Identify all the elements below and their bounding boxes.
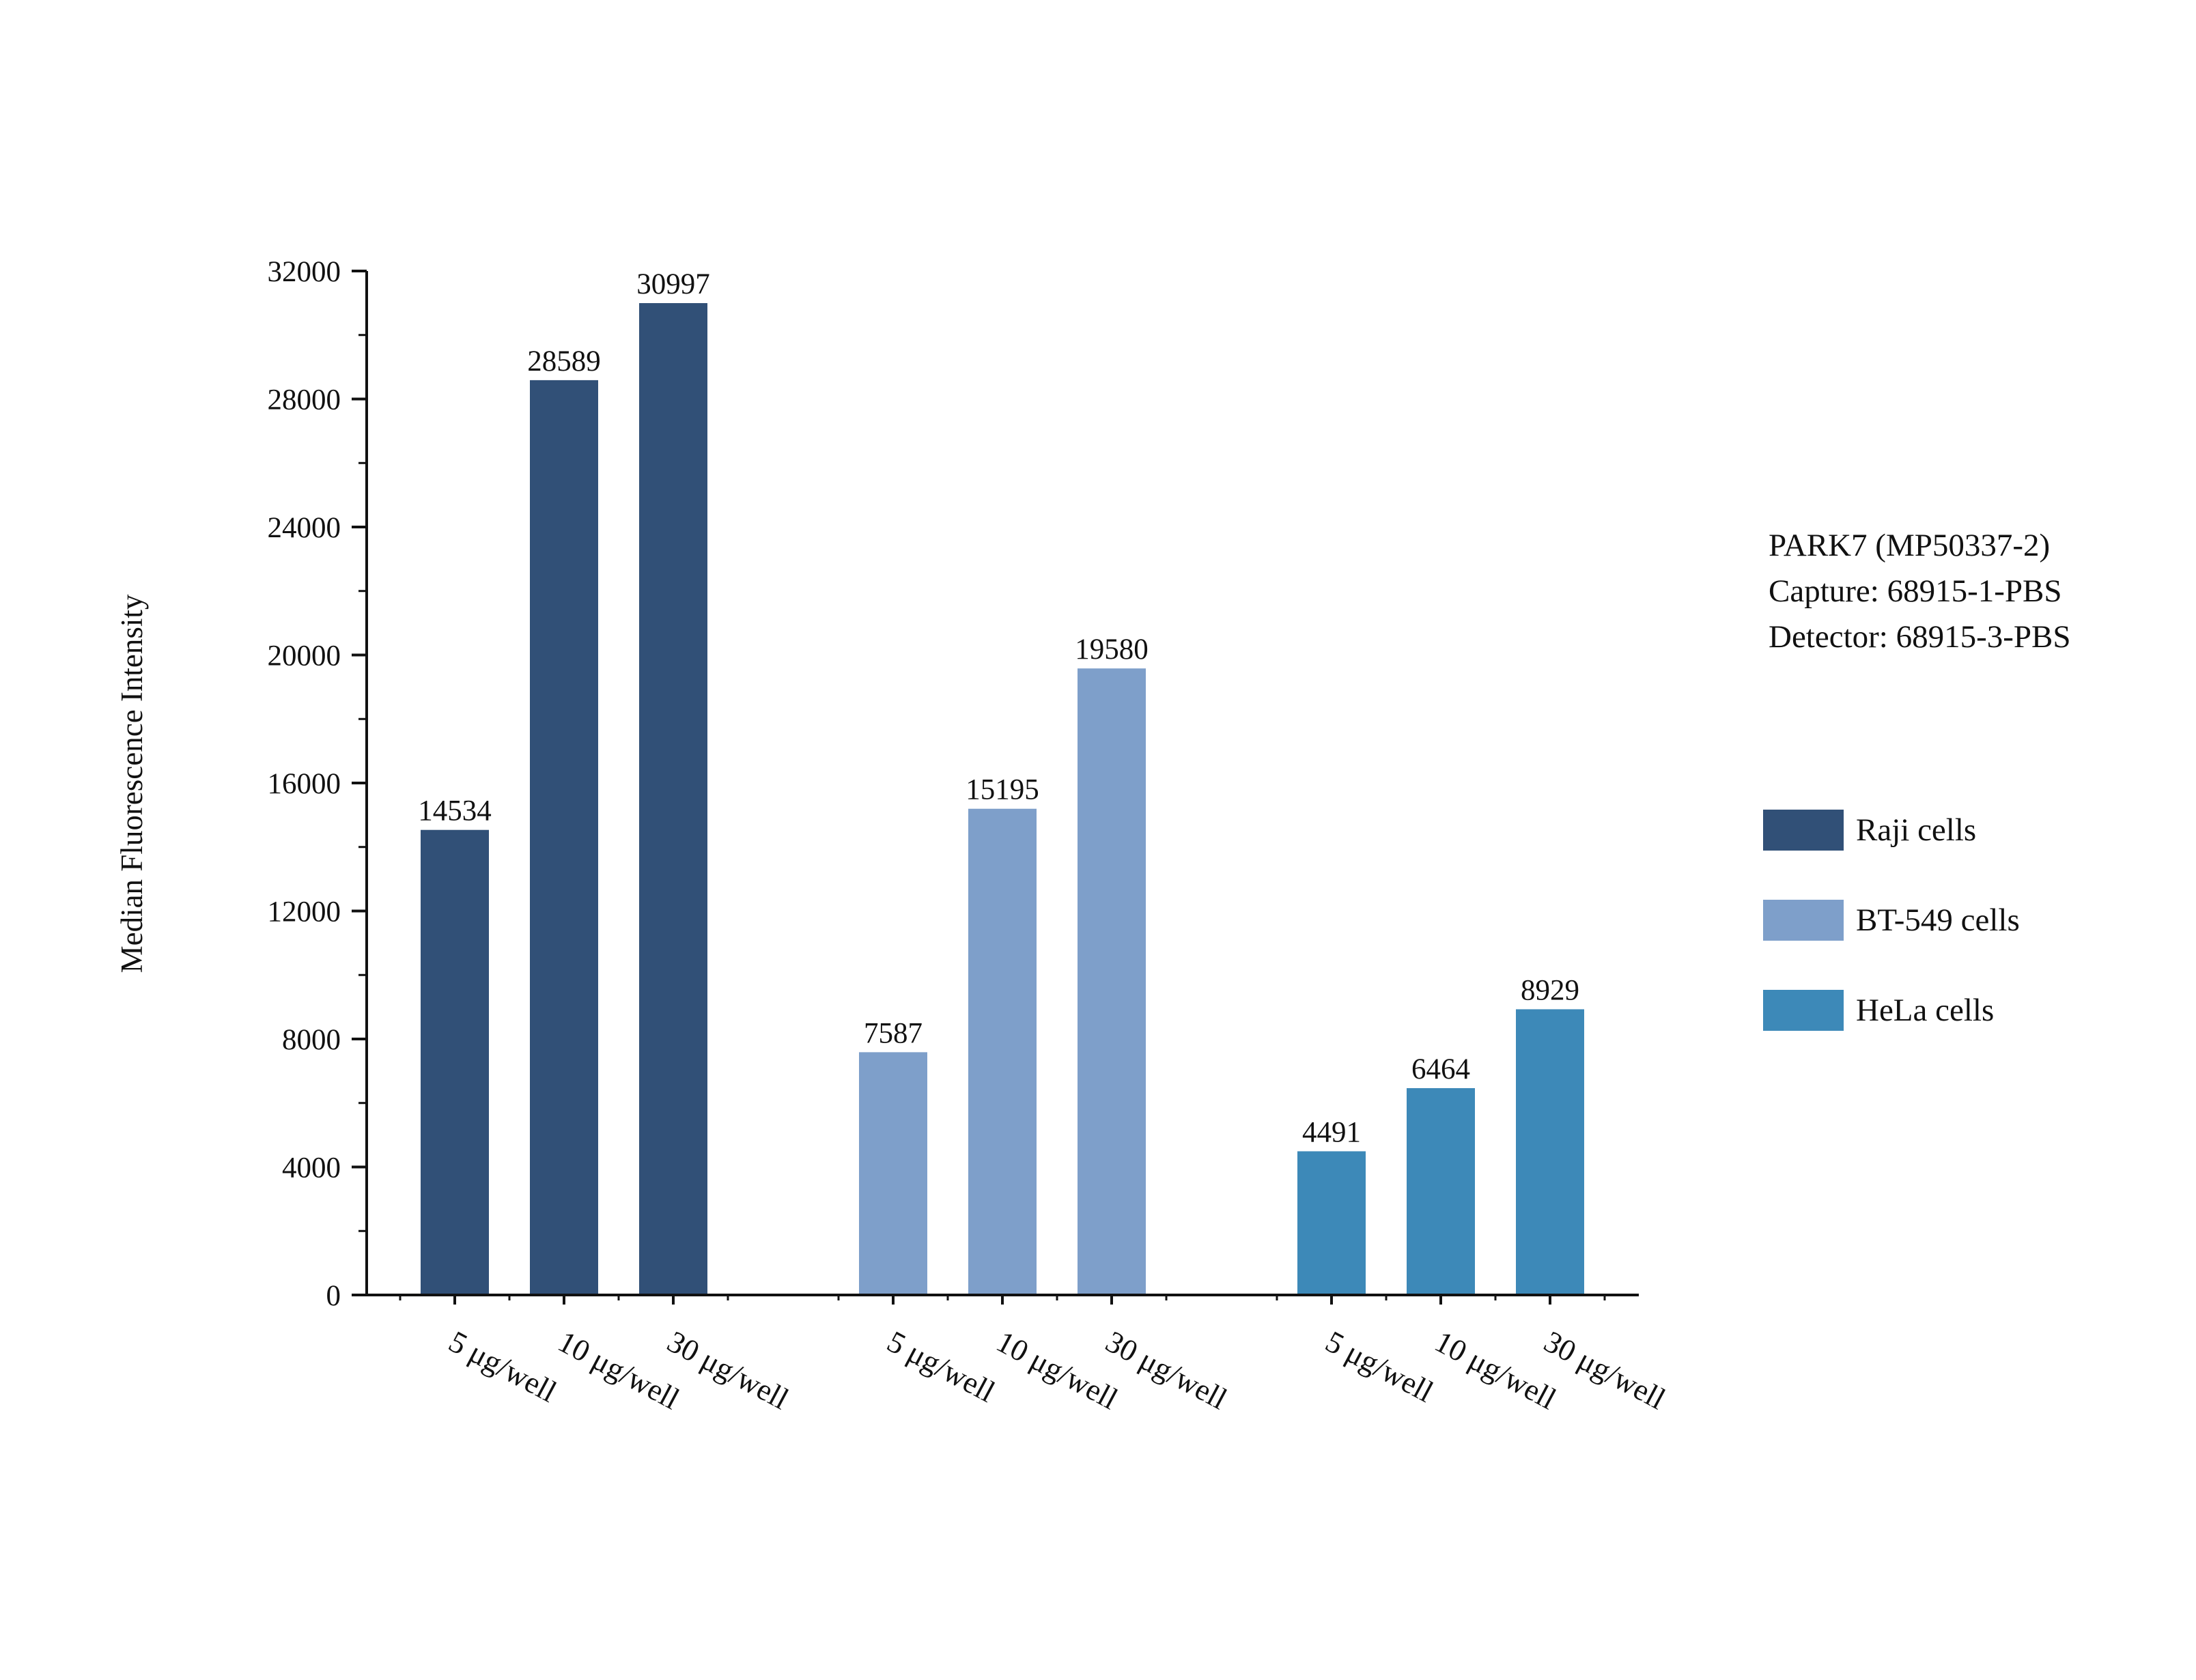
legend-swatch <box>1763 810 1844 851</box>
bar <box>968 808 1037 1295</box>
chart-annotation: PARK7 (MP50337-2) Capture: 68915-1-PBS D… <box>1769 528 2071 655</box>
data-label: 19580 <box>1075 633 1149 666</box>
data-label: 15195 <box>966 774 1039 806</box>
legend-label: HeLa cells <box>1856 993 1994 1028</box>
annotation-line-antibody: PARK7 (MP50337-2) <box>1769 528 2050 563</box>
data-label: 30997 <box>636 268 710 300</box>
bar <box>421 829 489 1295</box>
data-label: 14534 <box>418 795 492 827</box>
y-tick-label: 12000 <box>268 896 341 928</box>
y-tick-label: 8000 <box>282 1024 341 1056</box>
legend-label: Raji cells <box>1856 812 1976 848</box>
bar <box>859 1052 927 1295</box>
x-tick-label: 10 μg/well <box>1429 1324 1562 1416</box>
data-label: 7587 <box>864 1017 923 1049</box>
y-tick-label: 28000 <box>268 384 341 416</box>
data-label: 28589 <box>527 345 601 378</box>
y-tick-label: 20000 <box>268 640 341 672</box>
legend-label: BT-549 cells <box>1856 902 2020 938</box>
annotation-line-capture: Capture: 68915-1-PBS <box>1769 573 2062 609</box>
legend-swatch <box>1763 990 1844 1031</box>
bar <box>1407 1088 1475 1295</box>
plot-area: 14534 28589 30997 7587 15195 19580 4491 6464 892… <box>418 268 1584 1295</box>
legend: Raji cells BT-549 cells HeLa cells <box>1763 810 2020 1031</box>
x-tick-label: 10 μg/well <box>552 1324 685 1416</box>
x-tick-label: 5 μg/well <box>1320 1324 1439 1409</box>
bar <box>1297 1151 1366 1295</box>
bar <box>530 380 598 1295</box>
y-axis-title: Median Fluorescence Intensity <box>115 594 149 973</box>
bar <box>1516 1009 1584 1295</box>
x-tick-label: 30 μg/well <box>1538 1324 1671 1416</box>
y-axis: 0 4000 8000 12000 16000 20000 24000 28000 32000 <box>268 256 368 1312</box>
data-label: 4491 <box>1302 1116 1361 1148</box>
y-tick-label: 4000 <box>282 1152 341 1184</box>
y-tick-label: 0 <box>326 1280 341 1312</box>
annotation-line-detector: Detector: 68915-3-PBS <box>1769 619 2071 655</box>
data-label: 8929 <box>1521 974 1579 1006</box>
bar <box>1078 668 1146 1295</box>
x-tick-label: 30 μg/well <box>662 1324 794 1416</box>
x-tick-label: 5 μg/well <box>882 1324 1000 1409</box>
x-tick-label: 5 μg/well <box>443 1324 562 1409</box>
legend-swatch <box>1763 900 1844 941</box>
x-tick-label: 10 μg/well <box>991 1324 1123 1416</box>
data-label: 6464 <box>1411 1053 1470 1085</box>
bar <box>639 303 707 1295</box>
y-tick-label: 24000 <box>268 512 341 544</box>
y-tick-label: 16000 <box>268 768 341 800</box>
x-tick-label: 30 μg/well <box>1100 1324 1233 1416</box>
y-tick-label: 32000 <box>268 256 341 288</box>
